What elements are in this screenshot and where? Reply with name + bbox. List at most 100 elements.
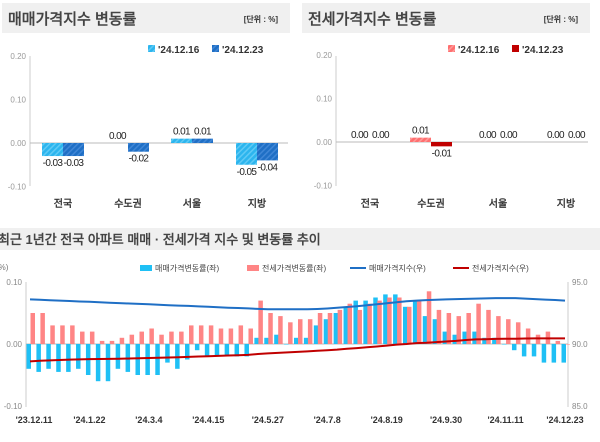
chart-title: 매매가격지수 변동률	[8, 10, 137, 28]
sale-change-bar	[224, 344, 230, 357]
sale-change-bar	[204, 344, 210, 357]
left-tick-label: 0.10	[6, 278, 22, 287]
sale-change-bar	[76, 344, 81, 369]
jeonse-change-bar	[238, 325, 244, 344]
sale-change-bar	[165, 344, 170, 363]
bar	[128, 143, 149, 152]
sale-index-line	[29, 297, 566, 311]
jeonse-change-bar	[248, 328, 253, 344]
category-label: 전국	[54, 197, 72, 210]
data-label: 0.01	[194, 127, 212, 138]
category-label: 서울	[183, 197, 201, 210]
jeonse-change-bar	[169, 331, 174, 344]
data-label: -0.01	[432, 148, 453, 159]
data-label: 0.01	[173, 127, 191, 138]
jeonse-change-bar	[486, 309, 491, 344]
x-tick-label: '23.12.11	[16, 415, 53, 425]
bar	[42, 143, 63, 157]
jeonse-change-bar	[159, 334, 164, 344]
jeonse-change-bar	[367, 303, 372, 344]
jeonse-change-bar	[426, 291, 432, 344]
jeonse-change-bar	[337, 309, 343, 344]
y-tick-label: -0.10	[8, 183, 27, 192]
data-label: 0.00	[351, 130, 369, 141]
jeonse-change-bar	[228, 328, 234, 344]
legend-label: 매매가격변동률(좌)	[155, 263, 220, 273]
x-tick-label: '24.12.23	[546, 415, 583, 425]
sale-change-bar	[115, 344, 121, 369]
jeonse-change-bar	[397, 297, 402, 344]
y-tick-label: 0.20	[316, 51, 332, 60]
sale-change-bar	[333, 313, 339, 344]
jeonse-change-bar	[179, 331, 184, 344]
jeonse-change-bar	[129, 334, 135, 344]
sale-change-bar	[66, 344, 71, 372]
legend-label: '24.12.16	[458, 45, 500, 56]
data-label: -0.03	[43, 158, 64, 169]
sale-change-bar	[492, 337, 497, 344]
left-unit-label: (%)	[0, 263, 9, 272]
sale-change-bar	[26, 344, 31, 369]
jeonse-change-bar	[80, 331, 85, 344]
jeonse-change-bar	[377, 300, 382, 344]
legend-swatch	[448, 45, 455, 52]
sale-change-bar	[194, 344, 200, 351]
data-label: -0.05	[237, 167, 258, 178]
sale-change-bar	[274, 334, 279, 344]
category-label: 지방	[557, 197, 576, 210]
legend-swatch	[512, 45, 519, 52]
y-tick-label: 0.10	[10, 96, 26, 105]
jeonse-change-bar	[50, 325, 55, 344]
jeonse-change-bar	[139, 331, 144, 344]
bar	[410, 137, 431, 142]
x-tick-label: '24.4.15	[192, 415, 224, 425]
y-tick-label: -0.10	[314, 182, 333, 191]
sale-change-bar	[541, 344, 547, 363]
jeonse-change-bar	[189, 325, 194, 344]
sale-change-bar	[185, 344, 190, 360]
legend-swatch	[212, 45, 219, 52]
data-label: -0.02	[129, 154, 150, 165]
title-bar	[302, 3, 590, 33]
sale-change-bar	[502, 344, 507, 345]
title-bar	[0, 228, 600, 250]
sale-change-bar	[422, 316, 428, 344]
sale-change-bar	[482, 337, 487, 344]
jeonse-change-bar	[327, 313, 333, 344]
jeonse-change-bar	[119, 337, 125, 344]
bar	[236, 143, 257, 165]
bar	[431, 142, 452, 147]
legend-label: 전세가격변동률(좌)	[262, 263, 327, 273]
bar	[171, 138, 192, 143]
sale-change-bar	[531, 344, 537, 357]
x-tick-label: '24.1.22	[73, 415, 105, 425]
sale-change-bar	[303, 337, 309, 344]
jeonse-change-bar	[506, 319, 511, 344]
category-label: 전국	[361, 197, 379, 210]
jeonse-change-bar	[317, 313, 323, 344]
y-tick-label: 0.00	[316, 138, 332, 147]
sale-change-bar	[472, 331, 477, 344]
legend-label: '24.12.23	[522, 45, 564, 56]
jeonse-change-bar	[357, 309, 362, 344]
jeonse-change-bar	[525, 328, 531, 344]
sale-change-bar	[36, 344, 41, 372]
category-label: 지방	[248, 197, 267, 210]
sale-change-bar	[383, 294, 388, 344]
sale-change-bar	[373, 297, 378, 344]
y-tick-label: 0.20	[10, 52, 26, 61]
jeonse-index-line	[29, 337, 565, 363]
jeonse-change-bar	[288, 322, 293, 344]
data-label: 0.00	[109, 131, 127, 142]
category-label: 수도권	[417, 198, 445, 210]
sale-change-bar	[254, 337, 259, 344]
data-label: 0.00	[372, 130, 390, 141]
data-label: 0.00	[568, 130, 586, 141]
jeonse-change-bar	[555, 340, 561, 344]
legend-swatch	[247, 265, 259, 271]
jeonse-change-bar	[278, 316, 283, 344]
jeonse-change-bar	[30, 313, 35, 344]
legend-swatch	[148, 45, 155, 52]
sale-change-bar	[56, 344, 61, 372]
